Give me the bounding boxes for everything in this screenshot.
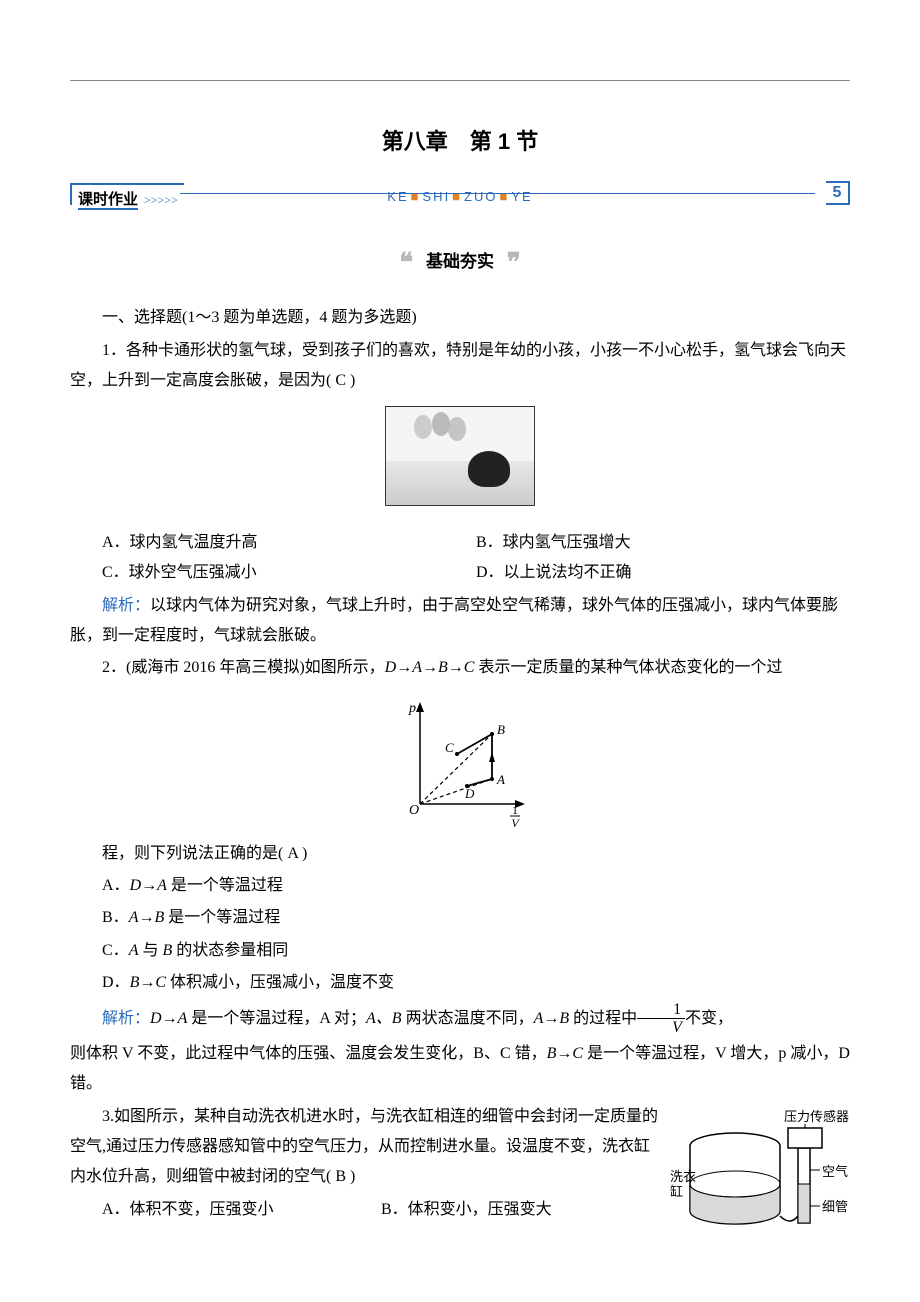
q2-option-b: B．A→B 是一个等温过程	[70, 903, 850, 933]
q2-stem-a: 2．(威海市 2016 年高三模拟)如图所示，	[102, 659, 385, 676]
q2-a-post: 是一个等温过程	[167, 877, 283, 894]
svg-text:B: B	[497, 722, 505, 737]
svg-text:1: 1	[512, 803, 518, 817]
chapter-title: 第八章 第 1 节	[70, 121, 850, 163]
q2-option-c: C．A 与 B 的状态参量相同	[70, 936, 850, 966]
frac-den: V	[637, 1019, 685, 1037]
q2-stem: 2．(威海市 2016 年高三模拟)如图所示，D→A→B→C 表示一定质量的某种…	[70, 653, 850, 683]
banner-arrows-icon: >>>>>	[144, 193, 178, 207]
q2-option-a: A．D→A 是一个等温过程	[70, 871, 850, 901]
q2-exp-p1e: A→B	[534, 1009, 570, 1026]
banner-pinyin: KE■SHI■ZUO■YE	[387, 185, 532, 210]
q2-d-post: 体积减小，压强减小，温度不变	[166, 974, 394, 991]
svg-text:O: O	[409, 803, 419, 818]
section-label: 基础夯实	[426, 252, 494, 271]
page-top-rule	[70, 80, 850, 81]
svg-text:D: D	[464, 786, 475, 801]
lesson-banner: 课时作业 >>>>> KE■SHI■ZUO■YE 5	[70, 183, 850, 213]
label-tub-2: 缸	[670, 1184, 683, 1199]
svg-text:C: C	[445, 740, 454, 755]
q2-explanation-line1: 解析：D→A 是一个等温过程，A 对；A、B 两状态温度不同，A→B 的过程中1…	[70, 1001, 850, 1037]
q2-figure: O p 1 V A B C D	[70, 694, 850, 829]
q3-option-b: B．体积变小，压强变大	[381, 1195, 660, 1225]
q2-c-text: C．A 与 B 的状态参量相同	[102, 942, 288, 959]
q1-figure	[70, 406, 850, 517]
q1-option-a: A．球内氢气温度升高	[102, 528, 476, 558]
q2-exp-fraction: 1V	[637, 1001, 685, 1037]
q2-explain-label: 解析：	[102, 1009, 150, 1026]
q2-exp-p1a: D→A	[150, 1009, 187, 1026]
q2-d-path: B→C	[130, 974, 166, 991]
q1-option-d: D．以上说法均不正确	[476, 558, 850, 588]
svg-text:V: V	[511, 816, 520, 829]
q1-explain-label: 解析：	[102, 597, 150, 614]
quote-right-icon: ❞	[507, 247, 521, 277]
q2-exp-p1b: 是一个等温过程，A 对；	[187, 1009, 366, 1026]
q2-b-pre: B．	[102, 909, 129, 926]
q2-option-d: D．B→C 体积减小，压强减小，温度不变	[70, 968, 850, 998]
svg-text:A: A	[496, 772, 505, 787]
svg-text:p: p	[408, 701, 416, 716]
label-tube: 细管	[822, 1199, 848, 1214]
q1-option-c: C．球外空气压强减小	[102, 558, 476, 588]
balloon-illustration	[385, 406, 535, 506]
q2-tail: 程，则下列说法正确的是( A )	[70, 839, 850, 869]
banner-label: 课时作业	[78, 191, 138, 210]
selection-intro: 一、选择题(1～3 题为单选题，4 题为多选题)	[70, 303, 850, 333]
q1-explain-text: 以球内气体为研究对象，气球上升时，由于高空处空气稀薄，球外气体的压强减小，球内气…	[70, 597, 838, 644]
q2-exp-p1c: A、B	[366, 1009, 402, 1026]
banner-label-box: 课时作业 >>>>>	[70, 183, 184, 205]
section-header: ❝ 基础夯实 ❞	[70, 238, 850, 287]
q2-exp-p1d: 两状态温度不同，	[402, 1009, 534, 1026]
q1-options-row2: C．球外空气压强减小 D．以上说法均不正确	[70, 558, 850, 588]
q1-stem: 1．各种卡通形状的氢气球，受到孩子们的喜欢，特别是年幼的小孩，小孩一不小心松手，…	[70, 336, 850, 397]
label-air: 空气	[822, 1164, 848, 1179]
q2-a-pre: A．	[102, 877, 130, 894]
q2-explanation-line2: 则体积 V 不变，此过程中气体的压强、温度会发生变化，B、C 错，B→C 是一个…	[70, 1039, 850, 1100]
q3-block: 压力传感器 洗衣 缸 空气 细管 3.如图所示，某种自动洗衣机进水时，与洗衣缸相…	[70, 1102, 850, 1247]
q3-option-a: A．体积不变，压强变小	[102, 1195, 381, 1225]
quote-left-icon: ❝	[399, 247, 413, 277]
frac-num: 1	[637, 1001, 685, 1020]
q2-d-pre: D．	[102, 974, 130, 991]
q2-path: D→A→B→C	[385, 659, 475, 676]
q2-a-path: D→A	[130, 877, 167, 894]
q2-exp-p1g: 不变，	[685, 1009, 733, 1026]
q2-stem-b: 表示一定质量的某种气体状态变化的一个过	[474, 659, 782, 676]
q1-options-row1: A．球内氢气温度升高 B．球内氢气压强增大	[70, 528, 850, 558]
q2-exp-p1f: 的过程中	[569, 1009, 637, 1026]
q3-figure: 压力传感器 洗衣 缸 空气 细管	[670, 1106, 850, 1247]
q1-option-b: B．球内氢气压强增大	[476, 528, 850, 558]
q1-explanation: 解析：以球内气体为研究对象，气球上升时，由于高空处空气稀薄，球外气体的压强减小，…	[70, 591, 850, 652]
q2-exp-p2a: 则体积 V 不变，此过程中气体的压强、温度会发生变化，B、C 错，	[70, 1045, 547, 1062]
label-tub-1: 洗衣	[670, 1169, 696, 1184]
banner-number: 5	[826, 181, 850, 205]
q2-graph-svg: O p 1 V A B C D	[385, 694, 535, 829]
label-sensor: 压力传感器	[784, 1109, 849, 1124]
q3-svg: 压力传感器 洗衣 缸 空气 细管	[670, 1106, 850, 1236]
q2-exp-p2b: B→C	[547, 1045, 583, 1062]
q3-options-row: A．体积不变，压强变小 B．体积变小，压强变大	[70, 1195, 660, 1225]
q2-b-path: A→B	[129, 909, 165, 926]
q2-b-post: 是一个等温过程	[164, 909, 280, 926]
